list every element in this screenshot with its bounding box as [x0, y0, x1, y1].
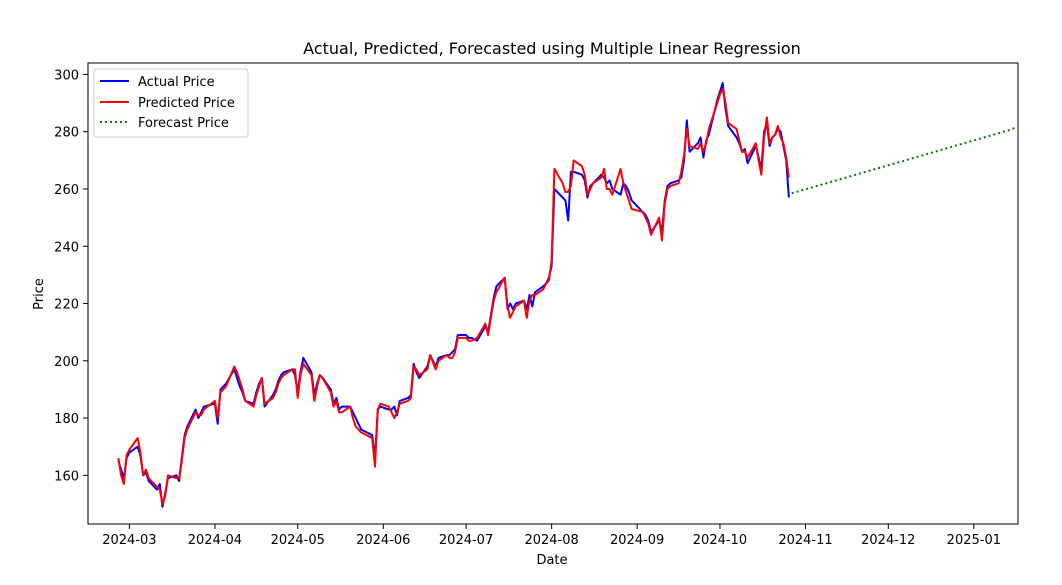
legend-box: [93, 68, 249, 138]
legend-label-predicted-price: Predicted Price: [138, 96, 235, 111]
x-tick-label: 2024-08: [524, 533, 578, 548]
legend-label-actual-price: Actual Price: [138, 75, 215, 90]
series-layer: [117, 82, 1016, 508]
y-tick-label: 240: [54, 240, 79, 255]
y-tick-label: 260: [54, 183, 79, 198]
x-tick-label: 2024-10: [693, 533, 747, 548]
y-tick-label: 180: [54, 412, 79, 427]
plot-frame: [87, 62, 1019, 525]
x-tick-label: 2024-07: [439, 533, 493, 548]
y-tick-label: 280: [54, 126, 79, 141]
x-tick-label: 2025-01: [947, 533, 1001, 548]
y-axis: 160 180 200 220 240 260 280 300: [54, 68, 88, 484]
x-tick-label: 2024-11: [778, 533, 832, 548]
y-tick-label: 160: [54, 469, 79, 484]
x-axis: 2024-03 2024-04 2024-05 2024-06 2024-07 2024-…: [102, 524, 1001, 548]
series-line-predicted-price: [117, 87, 790, 505]
y-tick-label: 220: [54, 298, 79, 313]
series-line-forecast-price: [791, 126, 1016, 195]
x-tick-label: 2024-05: [271, 533, 325, 548]
x-axis-label: Date: [536, 553, 567, 568]
x-tick-label: 2024-09: [610, 533, 664, 548]
y-tick-label: 200: [54, 355, 79, 370]
x-tick-label: 2024-04: [188, 533, 242, 548]
y-tick-label: 300: [54, 68, 79, 83]
x-tick-label: 2024-06: [356, 533, 410, 548]
y-axis-label: Price: [32, 278, 47, 310]
x-tick-label: 2024-03: [102, 533, 156, 548]
chart-title: Actual, Predicted, Forecasted using Mult…: [303, 39, 801, 58]
legend-label-forecast-price: Forecast Price: [138, 116, 229, 131]
x-tick-label: 2024-12: [861, 533, 915, 548]
legend: Actual Price Predicted Price Forecast Pr…: [93, 68, 249, 138]
